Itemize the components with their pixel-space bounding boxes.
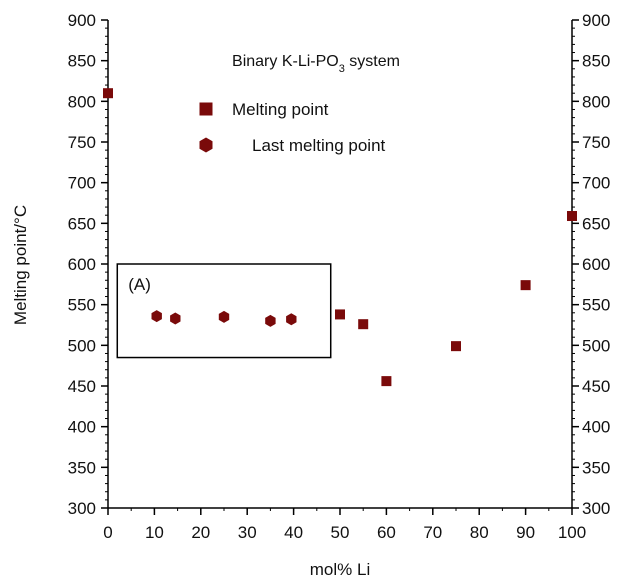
annotation-box-a: (A) (116, 263, 332, 359)
y-tick-label-left: 750 (68, 133, 96, 152)
last-melting-point-marker (151, 310, 162, 323)
melting-point-marker (451, 341, 461, 352)
last-melting-point-marker (265, 314, 276, 327)
y-axis-title: Melting point/°C (11, 205, 30, 325)
y-tick-label-right: 500 (582, 336, 610, 355)
chart-title: Binary K-Li-PO3 system (232, 53, 400, 75)
y-tick-label-right: 450 (582, 377, 610, 396)
x-tick-label: 0 (103, 523, 112, 542)
legend-label: Melting point (232, 100, 329, 119)
y-tick-label-left: 550 (68, 296, 96, 315)
legend-square-marker (199, 102, 213, 116)
x-tick-label: 90 (516, 523, 535, 542)
y-tick-label-right: 700 (582, 174, 610, 193)
x-tick-label: 100 (558, 523, 586, 542)
y-tick-label-right: 400 (582, 418, 610, 437)
melting-point-marker (335, 309, 345, 320)
melting-point-marker (567, 211, 577, 222)
chart-title-subscript: 3 (339, 63, 345, 75)
y-tick-label-right: 550 (582, 296, 610, 315)
x-tick-label: 80 (470, 523, 489, 542)
y-tick-label-left: 350 (68, 458, 96, 477)
melting-point-marker (103, 88, 113, 99)
y-tick-label-right: 600 (582, 255, 610, 274)
melting-point-marker (381, 376, 392, 387)
chart-legend: Melting point Last melting point (199, 100, 386, 155)
y-tick-label-left: 600 (68, 255, 96, 274)
y-tick-label-right: 750 (582, 133, 610, 152)
annotation-box (116, 263, 332, 359)
x-tick-label: 60 (377, 523, 396, 542)
x-tick-label: 40 (284, 523, 303, 542)
y-tick-label-left: 700 (68, 174, 96, 193)
y-tick-label-left: 850 (68, 52, 96, 71)
y-tick-label-right: 850 (582, 52, 610, 71)
x-tick-label: 50 (331, 523, 350, 542)
x-axis-title: mol% Li (310, 560, 370, 579)
y-tick-label-right: 800 (582, 92, 610, 111)
annotation-label: (A) (128, 275, 151, 294)
y-tick-label-left: 300 (68, 499, 96, 518)
chart-marks (103, 88, 577, 387)
chart-title-main: Binary K-Li-PO (232, 53, 339, 70)
y-tick-label-left: 900 (68, 11, 96, 30)
x-tick-label: 30 (238, 523, 257, 542)
last-melting-point-marker (286, 313, 297, 326)
x-tick-label: 20 (191, 523, 210, 542)
y-tick-label-right: 650 (582, 214, 610, 233)
melting-point-marker (520, 280, 531, 291)
y-tick-label-left: 500 (68, 336, 96, 355)
last-melting-point-marker (218, 310, 230, 323)
legend-hexagon-marker (199, 137, 213, 153)
chart-title-suffix: system (345, 53, 400, 70)
x-tick-label: 10 (145, 523, 164, 542)
last-melting-point-marker (170, 312, 181, 325)
y-tick-label-right: 350 (582, 458, 610, 477)
y-tick-label-right: 300 (582, 499, 610, 518)
melting-point-marker (358, 319, 369, 330)
y-tick-label-left: 800 (68, 92, 96, 111)
legend-label: Last melting point (252, 136, 386, 155)
y-tick-label-right: 900 (582, 11, 610, 30)
y-tick-label-left: 400 (68, 418, 96, 437)
y-tick-label-left: 450 (68, 377, 96, 396)
x-tick-label: 70 (423, 523, 442, 542)
y-tick-label-left: 650 (68, 214, 96, 233)
